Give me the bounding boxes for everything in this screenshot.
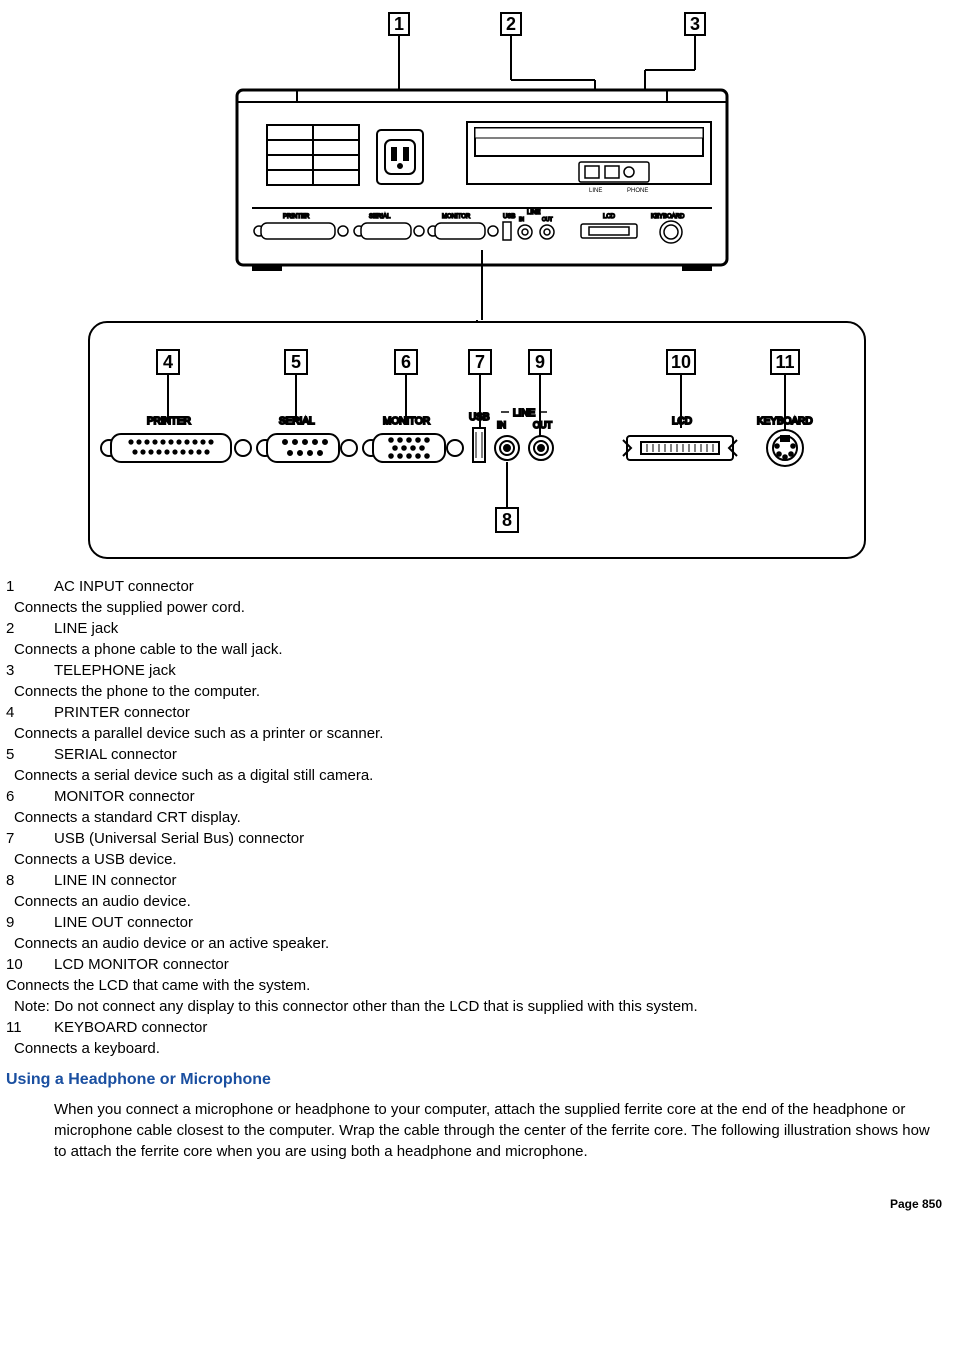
connector-title: TELEPHONE jack <box>54 660 948 681</box>
connector-title: LINE jack <box>54 618 948 639</box>
svg-text:LINE: LINE <box>513 408 536 419</box>
connector-item: 11KEYBOARD connector <box>6 1017 948 1038</box>
connector-item: 9LINE OUT connector <box>6 912 948 933</box>
svg-text:PRINTER: PRINTER <box>283 214 310 220</box>
svg-text:OUT: OUT <box>533 420 553 430</box>
connector-description: Connects the supplied power cord. <box>6 597 948 618</box>
svg-text:KEYBOARD: KEYBOARD <box>757 416 813 427</box>
svg-text:11: 11 <box>775 352 794 372</box>
connector-description: Connects the LCD that came with the syst… <box>6 975 948 996</box>
page-number: Page 850 <box>6 1196 948 1213</box>
connector-number: 6 <box>6 786 54 807</box>
connector-item: 6MONITOR connector <box>6 786 948 807</box>
svg-text:SERIAL: SERIAL <box>279 416 315 427</box>
connector-number: 3 <box>6 660 54 681</box>
connector-title: MONITOR connector <box>54 786 948 807</box>
connector-description: Connects a standard CRT display. <box>6 807 948 828</box>
connector-description: Connects a USB device. <box>6 849 948 870</box>
diagram-label-3: 3 <box>690 14 700 34</box>
svg-text:8: 8 <box>502 510 512 530</box>
connector-description: Connects a serial device such as a digit… <box>6 765 948 786</box>
connector-item: 1AC INPUT connector <box>6 576 948 597</box>
diagram-label-2: 2 <box>506 14 516 34</box>
connector-title: SERIAL connector <box>54 744 948 765</box>
connector-description: Connects an audio device or an active sp… <box>6 933 948 954</box>
section-body-paragraph: When you connect a microphone or headpho… <box>54 1099 938 1162</box>
connector-title: KEYBOARD connector <box>54 1017 948 1038</box>
connector-title: PRINTER connector <box>54 702 948 723</box>
connector-item: 4PRINTER connector <box>6 702 948 723</box>
svg-text:7: 7 <box>475 352 485 372</box>
connector-list: 1AC INPUT connectorConnects the supplied… <box>6 576 948 1059</box>
back-panel-diagram: 1 2 3 <box>6 10 948 560</box>
connector-note: Note: Do not connect any display to this… <box>6 996 948 1017</box>
connector-number: 11 <box>6 1017 54 1038</box>
connector-title: USB (Universal Serial Bus) connector <box>54 828 948 849</box>
svg-text:6: 6 <box>401 352 411 372</box>
connector-item: 7USB (Universal Serial Bus) connector <box>6 828 948 849</box>
svg-text:4: 4 <box>163 352 173 372</box>
connector-number: 8 <box>6 870 54 891</box>
connector-title: AC INPUT connector <box>54 576 948 597</box>
connector-item: 5SERIAL connector <box>6 744 948 765</box>
connector-description: Connects a phone cable to the wall jack. <box>6 639 948 660</box>
svg-text:PRINTER: PRINTER <box>147 416 191 427</box>
svg-text:LCD: LCD <box>603 214 616 220</box>
svg-text:USB: USB <box>503 214 515 220</box>
svg-text:9: 9 <box>535 352 545 372</box>
connector-number: 4 <box>6 702 54 723</box>
connector-item: 2LINE jack <box>6 618 948 639</box>
connector-title: LINE OUT connector <box>54 912 948 933</box>
connector-title: LCD MONITOR connector <box>54 954 948 975</box>
svg-text:MONITOR: MONITOR <box>383 416 430 427</box>
svg-text:KEYBOARD: KEYBOARD <box>651 214 685 220</box>
connector-item: 8LINE IN connector <box>6 870 948 891</box>
connector-number: 9 <box>6 912 54 933</box>
svg-text:MONITOR: MONITOR <box>442 214 471 220</box>
svg-text:USB: USB <box>469 412 490 423</box>
svg-text:5: 5 <box>291 352 301 372</box>
svg-text:LCD: LCD <box>672 416 692 427</box>
diagram-label-1: 1 <box>394 14 404 34</box>
connector-description: Connects the phone to the computer. <box>6 681 948 702</box>
svg-text:IN: IN <box>519 217 524 223</box>
svg-text:IN: IN <box>497 420 506 430</box>
connector-number: 10 <box>6 954 54 975</box>
connector-number: 1 <box>6 576 54 597</box>
connector-number: 2 <box>6 618 54 639</box>
connector-item: 3TELEPHONE jack <box>6 660 948 681</box>
connector-description: Connects a parallel device such as a pri… <box>6 723 948 744</box>
connector-title: LINE IN connector <box>54 870 948 891</box>
connector-number: 7 <box>6 828 54 849</box>
section-heading: Using a Headphone or Microphone <box>6 1069 948 1091</box>
svg-text:LINE: LINE <box>527 210 540 216</box>
connector-item: 10LCD MONITOR connector <box>6 954 948 975</box>
connector-description: Connects an audio device. <box>6 891 948 912</box>
svg-text:PHONE: PHONE <box>627 188 648 194</box>
svg-text:10: 10 <box>671 352 691 372</box>
svg-text:SERIAL: SERIAL <box>369 214 391 220</box>
svg-text:OUT: OUT <box>542 217 553 223</box>
connector-number: 5 <box>6 744 54 765</box>
connector-description: Connects a keyboard. <box>6 1038 948 1059</box>
svg-text:LINE: LINE <box>589 188 602 194</box>
